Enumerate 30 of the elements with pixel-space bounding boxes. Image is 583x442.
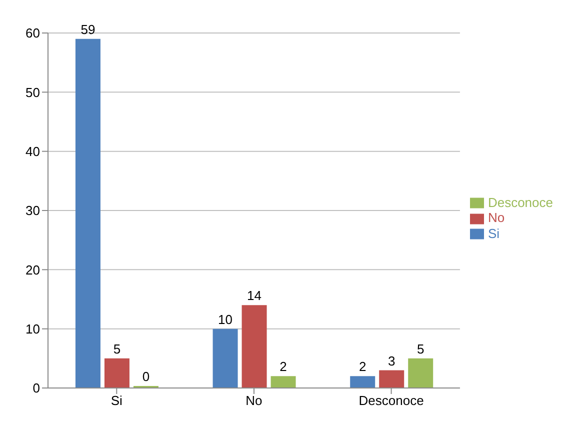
bar (408, 358, 434, 388)
data-label: 5 (416, 341, 424, 356)
bar (350, 376, 376, 388)
y-tick-label: 30 (26, 203, 40, 218)
data-label: 10 (218, 312, 233, 327)
x-tick-label: No (246, 393, 262, 408)
y-tick-label: 60 (26, 26, 40, 41)
data-label: 0 (142, 369, 150, 384)
data-label: 3 (388, 353, 396, 368)
bar (270, 376, 296, 388)
bar (75, 38, 100, 388)
legend-label: Si (488, 226, 500, 241)
y-tick-label: 10 (26, 321, 40, 336)
data-label: 59 (80, 22, 96, 37)
x-tick-label: Si (110, 393, 123, 408)
y-tick-label: 20 (26, 262, 40, 278)
legend-label: No (488, 210, 505, 226)
y-tick-label: 0 (32, 380, 40, 396)
bar (212, 328, 238, 388)
bar (379, 370, 404, 388)
data-label: 2 (358, 359, 366, 374)
legend-label: Desconoce (488, 194, 553, 210)
data-label: 14 (247, 288, 262, 304)
bar (104, 358, 130, 388)
x-tick-label: Desconoce (358, 393, 424, 408)
y-tick-label: 50 (26, 84, 40, 100)
bar (242, 305, 267, 388)
data-label: 2 (280, 359, 287, 374)
data-label: 5 (113, 341, 121, 356)
y-tick-label: 40 (26, 144, 40, 159)
